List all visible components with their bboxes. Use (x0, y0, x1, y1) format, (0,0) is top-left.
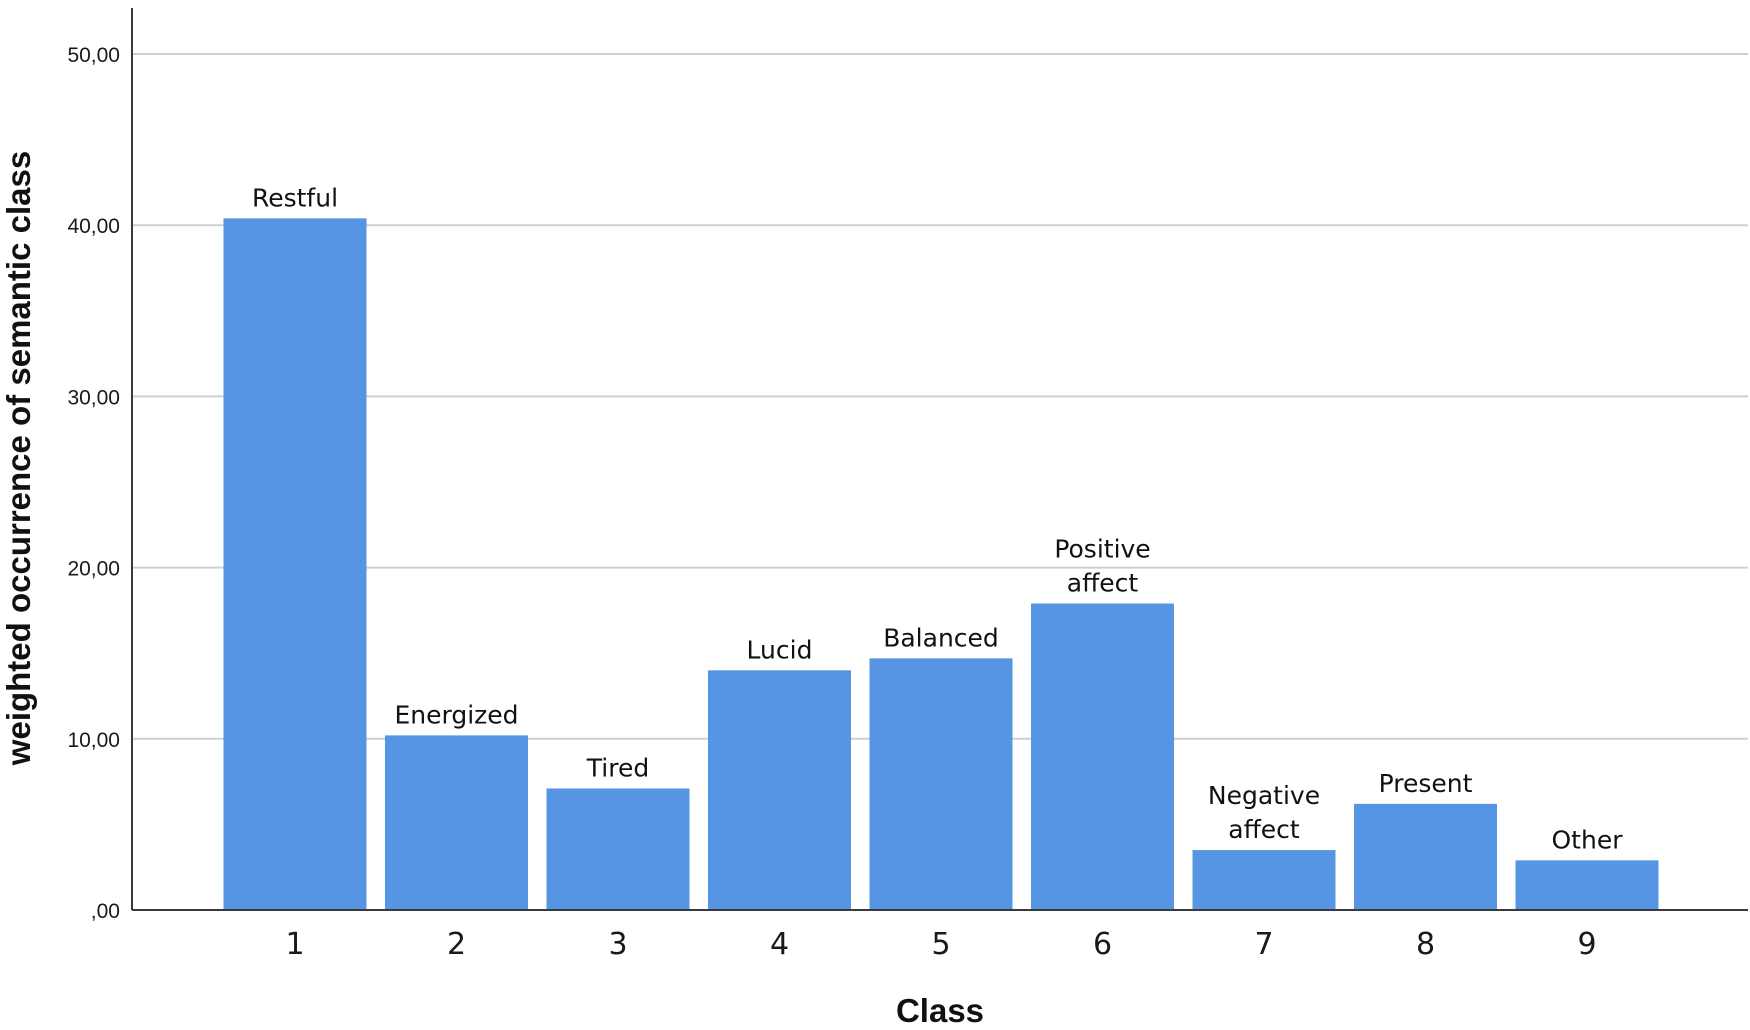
y-tick-label: ,00 (91, 900, 120, 923)
bar-label: Present (1379, 769, 1473, 798)
x-tick-label: 2 (447, 927, 466, 962)
x-tick-label: 6 (1093, 927, 1112, 962)
bar-6 (1031, 603, 1174, 910)
bar-label: affect (1228, 815, 1300, 844)
bar-8 (1354, 803, 1497, 910)
bar-9 (1515, 860, 1659, 910)
bar-5 (869, 658, 1013, 910)
y-tick-label: 20,00 (67, 558, 120, 581)
x-tick-label: 7 (1254, 927, 1273, 962)
bar-label: Negative (1208, 781, 1320, 810)
bar-4 (708, 670, 851, 910)
y-axis-title: weighted occurrence of semantic class (0, 151, 37, 766)
bar-label: affect (1067, 569, 1139, 598)
bar-labels: Restful Energized Tired Lucid Balanced Positi… (252, 183, 1623, 854)
y-tick-label: 50,00 (67, 44, 120, 67)
y-tick-label: 40,00 (67, 215, 120, 238)
y-tick-label: 30,00 (67, 386, 120, 409)
bar-label: Lucid (747, 635, 813, 664)
bar-3 (546, 788, 690, 910)
bar-label: Other (1552, 825, 1624, 854)
bar-label: Restful (252, 183, 338, 212)
x-tick-label: 5 (931, 927, 950, 962)
y-tick-labels: ,00 10,00 20,00 30,00 40,00 50,00 (67, 44, 120, 923)
x-tick-label: 4 (770, 927, 789, 962)
gridlines (132, 53, 1748, 740)
x-tick-labels: 1 2 3 4 5 6 7 8 9 (285, 927, 1596, 962)
axes (131, 8, 1748, 911)
bar-label: Positive (1054, 535, 1150, 564)
bar-label: Energized (394, 700, 518, 729)
x-tick-label: 9 (1577, 927, 1596, 962)
bar-7 (1192, 850, 1336, 910)
x-axis-title: Class (896, 992, 984, 1029)
x-tick-label: 3 (608, 927, 627, 962)
bar-label: Tired (586, 753, 649, 782)
bar-label: Balanced (883, 623, 999, 652)
x-tick-label: 8 (1416, 927, 1435, 962)
bar-1 (223, 218, 367, 911)
bar-2 (385, 735, 528, 910)
y-tick-label: 10,00 (67, 729, 120, 752)
x-tick-label: 1 (285, 927, 304, 962)
bars (223, 218, 1659, 911)
